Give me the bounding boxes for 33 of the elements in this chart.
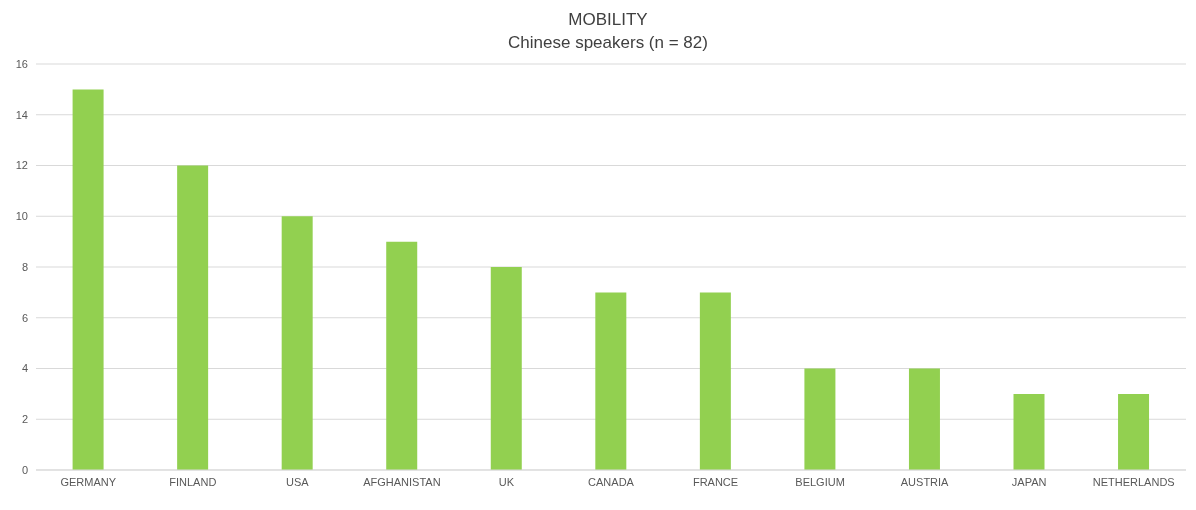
x-tick-label: NETHERLANDS <box>1092 475 1175 488</box>
bar <box>281 216 313 470</box>
chart-title: MOBILITY <box>567 9 649 31</box>
y-tick-label: 16 <box>15 57 28 70</box>
y-tick-label: 6 <box>21 311 28 324</box>
y-tick-label: 8 <box>21 260 28 273</box>
x-tick-label: AUSTRIA <box>900 475 950 488</box>
y-tick-label: 2 <box>21 413 28 426</box>
bar <box>1013 393 1045 470</box>
x-tick-label: FINLAND <box>169 475 217 488</box>
bar <box>177 165 209 470</box>
chart-subtitle: Chinese speakers (n = 82) <box>507 32 709 54</box>
bar <box>699 292 731 470</box>
bar <box>490 267 522 470</box>
bar <box>595 292 627 470</box>
bar <box>1118 393 1150 470</box>
x-tick-label: CANADA <box>588 475 635 488</box>
x-tick-label: BELGIUM <box>795 475 845 488</box>
x-tick-label: GERMANY <box>60 475 117 488</box>
bar <box>908 368 940 470</box>
y-tick-label: 12 <box>15 159 28 172</box>
x-tick-label: FRANCE <box>692 475 739 488</box>
bar <box>386 241 418 470</box>
x-tick-label: UK <box>498 475 515 488</box>
x-tick-label: USA <box>286 475 310 488</box>
y-tick-label: 0 <box>21 463 28 476</box>
y-tick-label: 4 <box>21 362 28 375</box>
bar <box>72 89 104 470</box>
x-tick-label: JAPAN <box>1011 475 1047 488</box>
y-tick-label: 10 <box>15 210 28 223</box>
y-tick-label: 14 <box>15 108 28 121</box>
x-tick-label: AFGHANISTAN <box>363 475 441 488</box>
bar <box>804 368 836 470</box>
